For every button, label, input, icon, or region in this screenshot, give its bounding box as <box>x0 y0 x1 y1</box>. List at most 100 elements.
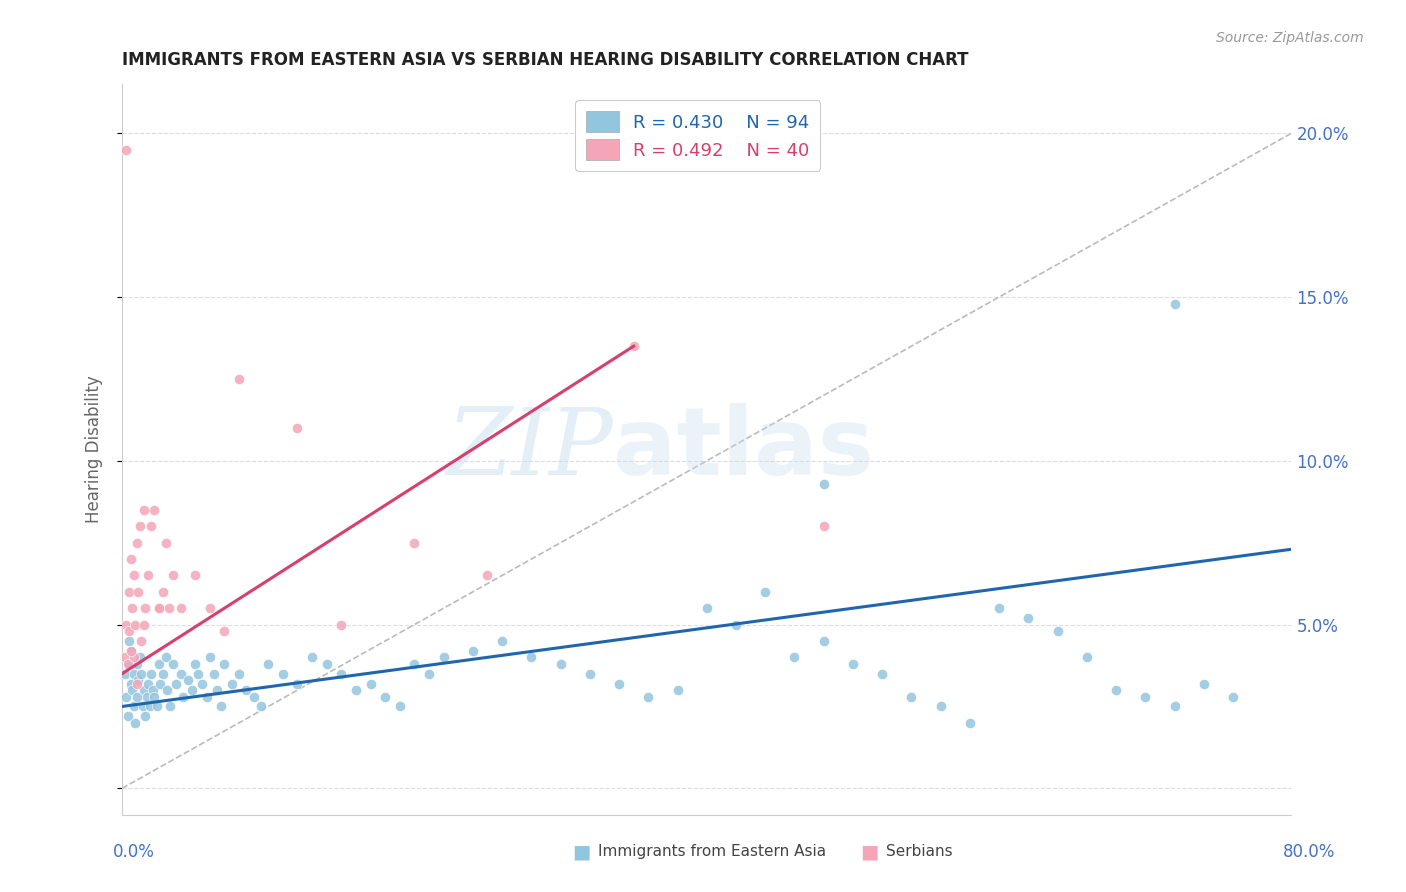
Point <box>138 676 160 690</box>
Point <box>724 617 747 632</box>
Point <box>141 519 163 533</box>
Point <box>1163 296 1185 310</box>
Point <box>214 657 236 671</box>
Point <box>550 657 572 671</box>
Point <box>146 699 169 714</box>
Point <box>202 666 225 681</box>
Point <box>122 699 145 714</box>
Point <box>271 666 294 681</box>
Point <box>128 650 150 665</box>
Point <box>214 624 236 639</box>
Point <box>344 683 367 698</box>
Point <box>148 601 170 615</box>
Point <box>120 676 142 690</box>
Point <box>142 683 165 698</box>
Point <box>1046 624 1069 639</box>
Point <box>121 683 143 698</box>
Point <box>125 657 148 671</box>
Point <box>1017 611 1039 625</box>
Point <box>162 657 184 671</box>
Text: ■: ■ <box>860 842 879 862</box>
Point <box>187 666 209 681</box>
Point <box>157 601 180 615</box>
Point <box>129 634 152 648</box>
Point <box>301 650 323 665</box>
Point <box>929 699 952 714</box>
Point <box>754 584 776 599</box>
Point <box>132 617 155 632</box>
Point <box>988 601 1011 615</box>
Point <box>1192 676 1215 690</box>
Point <box>139 699 162 714</box>
Point <box>135 690 157 704</box>
Point <box>138 568 160 582</box>
Point <box>115 690 138 704</box>
Point <box>181 683 204 698</box>
Point <box>221 676 243 690</box>
Point <box>155 650 177 665</box>
Text: Serbians: Serbians <box>886 845 952 859</box>
Point <box>125 676 148 690</box>
Point <box>127 673 149 688</box>
Point <box>118 657 141 671</box>
Point <box>143 503 166 517</box>
Text: 80.0%: 80.0% <box>1284 843 1336 861</box>
Point <box>235 683 257 698</box>
Point <box>1105 683 1128 698</box>
Point <box>696 601 718 615</box>
Point <box>195 690 218 704</box>
Point <box>134 601 156 615</box>
Point <box>191 676 214 690</box>
Point <box>117 709 139 723</box>
Text: Source: ZipAtlas.com: Source: ZipAtlas.com <box>1216 31 1364 45</box>
Point <box>177 673 200 688</box>
Point <box>125 535 148 549</box>
Point <box>128 519 150 533</box>
Text: atlas: atlas <box>613 403 875 495</box>
Point <box>114 666 136 681</box>
Point <box>623 339 645 353</box>
Point <box>148 657 170 671</box>
Point <box>120 644 142 658</box>
Point <box>433 650 456 665</box>
Point <box>122 568 145 582</box>
Point <box>477 568 499 582</box>
Point <box>152 584 174 599</box>
Point <box>228 372 250 386</box>
Legend: R = 0.430    N = 94, R = 0.492    N = 40: R = 0.430 N = 94, R = 0.492 N = 40 <box>575 101 820 171</box>
Point <box>115 143 138 157</box>
Point <box>162 568 184 582</box>
Point <box>637 690 659 704</box>
Point <box>783 650 806 665</box>
Point <box>122 666 145 681</box>
Point <box>156 683 179 698</box>
Point <box>132 503 155 517</box>
Point <box>129 666 152 681</box>
Point <box>134 709 156 723</box>
Point <box>131 699 153 714</box>
Text: ■: ■ <box>572 842 591 862</box>
Point <box>842 657 865 671</box>
Point <box>607 676 630 690</box>
Point <box>155 535 177 549</box>
Point <box>184 657 207 671</box>
Text: Immigrants from Eastern Asia: Immigrants from Eastern Asia <box>598 845 825 859</box>
Point <box>1135 690 1157 704</box>
Point <box>250 699 273 714</box>
Point <box>1222 690 1244 704</box>
Point <box>159 699 181 714</box>
Point <box>125 690 148 704</box>
Point <box>330 617 353 632</box>
Point <box>198 650 221 665</box>
Point <box>198 601 221 615</box>
Point <box>152 666 174 681</box>
Point <box>172 690 194 704</box>
Point <box>117 657 139 671</box>
Point <box>461 644 484 658</box>
Point <box>287 421 309 435</box>
Point <box>127 584 149 599</box>
Point <box>118 634 141 648</box>
Point <box>165 676 187 690</box>
Point <box>257 657 280 671</box>
Point <box>141 666 163 681</box>
